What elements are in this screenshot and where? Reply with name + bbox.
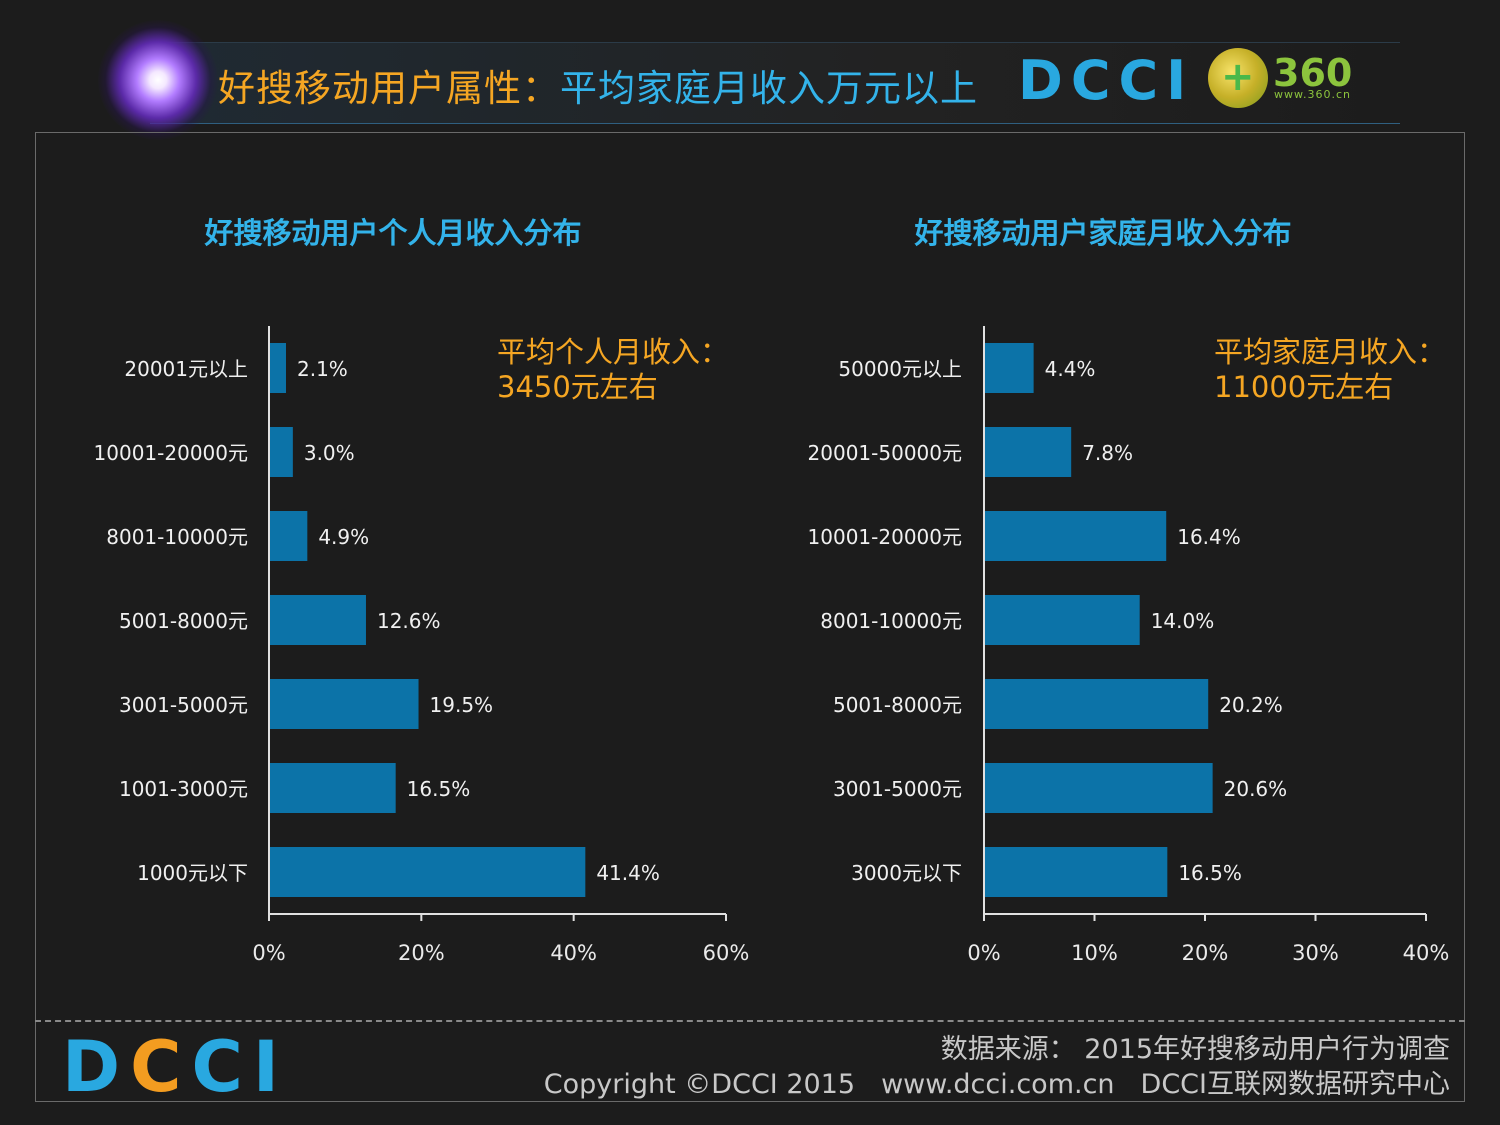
category-label: 8001-10000元 xyxy=(820,609,962,633)
chart-title: 好搜移动用户个人月收入分布 xyxy=(203,216,581,250)
value-label: 41.4% xyxy=(596,861,660,885)
category-label: 20001元以上 xyxy=(124,357,248,381)
category-label: 10001-20000元 xyxy=(808,525,962,549)
value-label: 16.5% xyxy=(407,777,471,801)
footer-logo-part1: D xyxy=(62,1026,131,1108)
x-tick-label: 10% xyxy=(1071,941,1118,965)
value-label: 12.6% xyxy=(377,609,441,633)
value-label: 20.2% xyxy=(1219,693,1283,717)
value-label: 19.5% xyxy=(430,693,494,717)
bar xyxy=(270,511,308,561)
category-label: 1001-3000元 xyxy=(119,777,248,801)
bar xyxy=(270,847,586,897)
value-label: 2.1% xyxy=(297,357,348,381)
x-tick-label: 20% xyxy=(1182,941,1229,965)
bar xyxy=(270,679,419,729)
category-label: 20001-50000元 xyxy=(808,441,962,465)
category-label: 8001-10000元 xyxy=(106,525,248,549)
footer-dcci-logo: DCCI xyxy=(62,1032,289,1102)
bar xyxy=(985,343,1034,393)
360-logo-url: www.360.cn xyxy=(1274,88,1351,101)
value-label: 16.5% xyxy=(1178,861,1242,885)
value-label: 4.9% xyxy=(318,525,369,549)
value-label: 16.4% xyxy=(1177,525,1241,549)
x-tick-label: 40% xyxy=(550,941,597,965)
bar xyxy=(270,595,366,645)
website-link[interactable]: www.dcci.com.cn xyxy=(881,1069,1115,1100)
header-bar xyxy=(150,42,1400,124)
bar xyxy=(270,763,396,813)
chart-annotation: 平均家庭月收入： xyxy=(1214,335,1446,369)
dcci-logo: DCCI xyxy=(1018,49,1195,112)
category-label: 3000元以下 xyxy=(851,861,962,885)
value-label: 20.6% xyxy=(1224,777,1288,801)
bar xyxy=(985,595,1140,645)
x-tick-label: 30% xyxy=(1292,941,1339,965)
org-name: DCCI互联网数据研究中心 xyxy=(1140,1069,1450,1100)
value-label: 4.4% xyxy=(1045,357,1096,381)
page-title-part2: 平均家庭月收入万元以上 xyxy=(560,67,978,110)
chart-annotation: 11000元左右 xyxy=(1214,370,1393,404)
value-label: 14.0% xyxy=(1151,609,1215,633)
footer-logo-part2: C xyxy=(130,1026,192,1108)
starburst-icon xyxy=(98,20,218,140)
bar xyxy=(270,427,293,477)
copyright-text: Copyright ©DCCI 2015 xyxy=(543,1069,856,1100)
page-title: 好搜移动用户属性：平均家庭月收入万元以上 xyxy=(218,58,978,112)
category-label: 50000元以上 xyxy=(838,357,962,381)
bar xyxy=(985,847,1168,897)
x-tick-label: 60% xyxy=(703,941,750,965)
category-label: 3001-5000元 xyxy=(119,693,248,717)
360-logo-icon: + xyxy=(1208,48,1268,108)
data-source: 数据来源： 2015年好搜移动用户行为调查 xyxy=(940,1034,1450,1065)
footer-logo-part3: CI xyxy=(191,1026,289,1108)
360-logo-text: 360 xyxy=(1273,51,1353,95)
footer-divider xyxy=(35,1020,1465,1022)
category-label: 3001-5000元 xyxy=(833,777,962,801)
x-tick-label: 0% xyxy=(967,941,1000,965)
bar xyxy=(985,763,1213,813)
x-tick-label: 0% xyxy=(252,941,285,965)
chart-annotation: 3450元左右 xyxy=(497,370,658,404)
bar xyxy=(985,679,1209,729)
bar xyxy=(985,511,1167,561)
category-label: 5001-8000元 xyxy=(119,609,248,633)
category-label: 1000元以下 xyxy=(137,861,248,885)
category-label: 10001-20000元 xyxy=(94,441,248,465)
value-label: 3.0% xyxy=(304,441,355,465)
bar xyxy=(985,427,1072,477)
value-label: 7.8% xyxy=(1082,441,1133,465)
bar xyxy=(270,343,286,393)
x-tick-label: 40% xyxy=(1403,941,1450,965)
chart-annotation: 平均个人月收入： xyxy=(497,335,729,369)
page-title-part1: 好搜移动用户属性： xyxy=(218,67,560,110)
x-tick-label: 20% xyxy=(398,941,445,965)
chart-title: 好搜移动用户家庭月收入分布 xyxy=(913,216,1291,250)
category-label: 5001-8000元 xyxy=(833,693,962,717)
copyright-line: Copyright ©DCCI 2015 www.dcci.com.cn DCCI互… xyxy=(544,1062,1450,1101)
content-frame xyxy=(35,132,1465,1102)
